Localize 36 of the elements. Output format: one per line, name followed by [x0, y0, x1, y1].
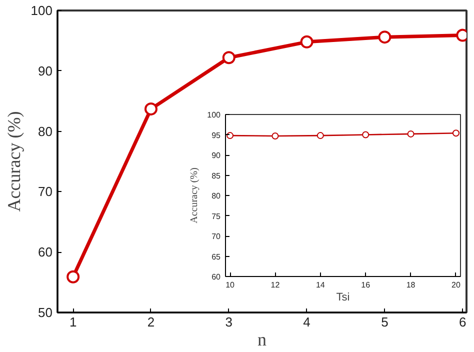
- x-tick-label: 18: [406, 280, 416, 290]
- y-tick-label: 60: [38, 244, 53, 260]
- y-tick-label: 50: [38, 305, 53, 320]
- x-tick-label: 1: [69, 314, 77, 330]
- x-tick-label: 12: [270, 280, 280, 290]
- y-tick-label: 90: [38, 63, 53, 78]
- y-tick-label: 95: [212, 130, 222, 140]
- x-tick-label: 5: [381, 314, 388, 330]
- x-tick-label: 14: [316, 280, 326, 290]
- y-axis-title: Accuracy (%): [189, 168, 200, 224]
- y-tick-label: 85: [212, 171, 222, 180]
- x-tick-label: 2: [147, 314, 155, 330]
- point: [144, 102, 158, 116]
- y-tick-label: 100: [207, 110, 222, 120]
- point: [300, 35, 314, 48]
- x-tick-label: 6: [458, 314, 466, 330]
- y-tick-label: 65: [212, 252, 222, 262]
- y-tick-label: 80: [38, 124, 53, 139]
- x-axis-title: Tsi: [336, 292, 350, 304]
- x-tick-label: 20: [452, 280, 461, 290]
- y-tick-label: 100: [30, 3, 53, 18]
- point: [222, 51, 236, 64]
- x-tick-label: 3: [225, 314, 233, 330]
- y-tick-label: 75: [212, 212, 222, 221]
- point: [66, 270, 80, 284]
- point: [378, 30, 392, 44]
- x-tick-label: 16: [361, 280, 371, 290]
- y-axis-title: Accuracy (%): [4, 111, 24, 212]
- x-tick-label: 4: [303, 314, 310, 330]
- y-tick-label: 70: [38, 184, 53, 200]
- y-tick-label: 60: [212, 272, 222, 282]
- x-axis-title: n: [258, 330, 266, 350]
- y-tick-label: 80: [212, 192, 222, 200]
- y-tick-label: 70: [212, 232, 222, 241]
- y-tick-label: 90: [212, 151, 222, 160]
- x-tick-label: 10: [226, 280, 236, 290]
